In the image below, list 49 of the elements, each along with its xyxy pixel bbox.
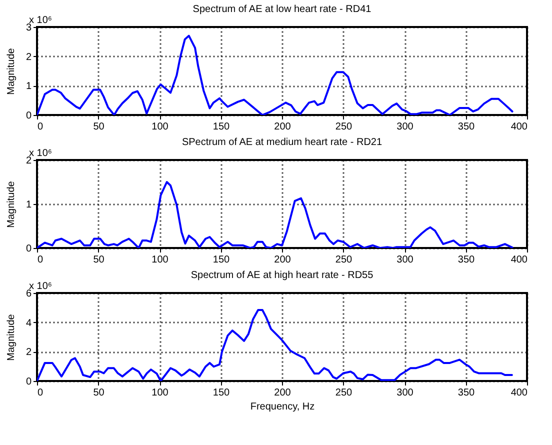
- x-tick-label: 350: [458, 122, 476, 132]
- x-tick-label: 50: [93, 388, 105, 398]
- x-tick-label: 0: [38, 388, 44, 398]
- y-tick-label: 0: [26, 110, 32, 122]
- x-tick-label: 150: [212, 254, 230, 266]
- x-tick-label: 350: [458, 254, 476, 266]
- chart-title: SPectrum of AE at medium heart rate - RD21: [182, 137, 382, 148]
- line-series: [37, 34, 514, 115]
- y-axis-title: Magnitude: [6, 180, 17, 228]
- line-series: [37, 309, 513, 381]
- y-tick-label: 0: [26, 244, 32, 254]
- y-axis-title: Magnitude: [6, 314, 17, 361]
- x-axis-title: Frequency, Hz: [250, 402, 315, 412]
- x-tick-label: 350: [458, 388, 476, 398]
- line-series: [37, 181, 514, 248]
- y-tick-label: 2: [26, 347, 32, 358]
- x-tick-label: 200: [274, 254, 292, 266]
- x-tick-label: 400: [510, 388, 528, 398]
- y-axis-title: Magnitude: [6, 48, 17, 95]
- x-tick-label: 250: [335, 254, 353, 266]
- x-tick-label: 300: [396, 388, 414, 398]
- chart-title: Spectrum of AE at high heart rate - RD55: [190, 270, 374, 281]
- x-tick-label: 400: [510, 122, 528, 132]
- x-tick-label: 0: [38, 254, 44, 266]
- x-tick-label: 50: [93, 122, 105, 132]
- x-tick-label: 250: [335, 388, 353, 398]
- x-tick-label: 150: [212, 388, 230, 398]
- x-tick-label: 100: [152, 254, 169, 266]
- y-tick-label: 1: [26, 81, 32, 92]
- chart-title: Spectrum of AE at low heart rate - RD41: [192, 4, 372, 15]
- x-tick-label: 400: [510, 254, 528, 266]
- y-tick-label: 6: [26, 288, 32, 300]
- x-tick-label: 0: [38, 122, 44, 132]
- x-tick-label: 250: [335, 122, 353, 132]
- x-tick-label: 150: [212, 122, 230, 132]
- y-tick-label: 1: [26, 200, 32, 210]
- y-tick-label: 2: [26, 156, 32, 166]
- x-tick-label: 200: [274, 122, 292, 132]
- text: x 10⁶: [29, 281, 52, 292]
- x-tick-label: 100: [152, 388, 169, 398]
- y-tick-label: 2: [26, 52, 32, 63]
- x-tick-label: 300: [396, 122, 414, 132]
- x-tick-label: 50: [93, 254, 105, 266]
- x-tick-label: 200: [274, 388, 292, 398]
- x-tick-label: 100: [152, 122, 169, 132]
- y-tick-label: 0: [26, 376, 32, 388]
- x-tick-label: 300: [396, 254, 414, 266]
- y-tick-label: 3: [26, 22, 32, 34]
- y-tick-label: 4: [26, 318, 32, 329]
